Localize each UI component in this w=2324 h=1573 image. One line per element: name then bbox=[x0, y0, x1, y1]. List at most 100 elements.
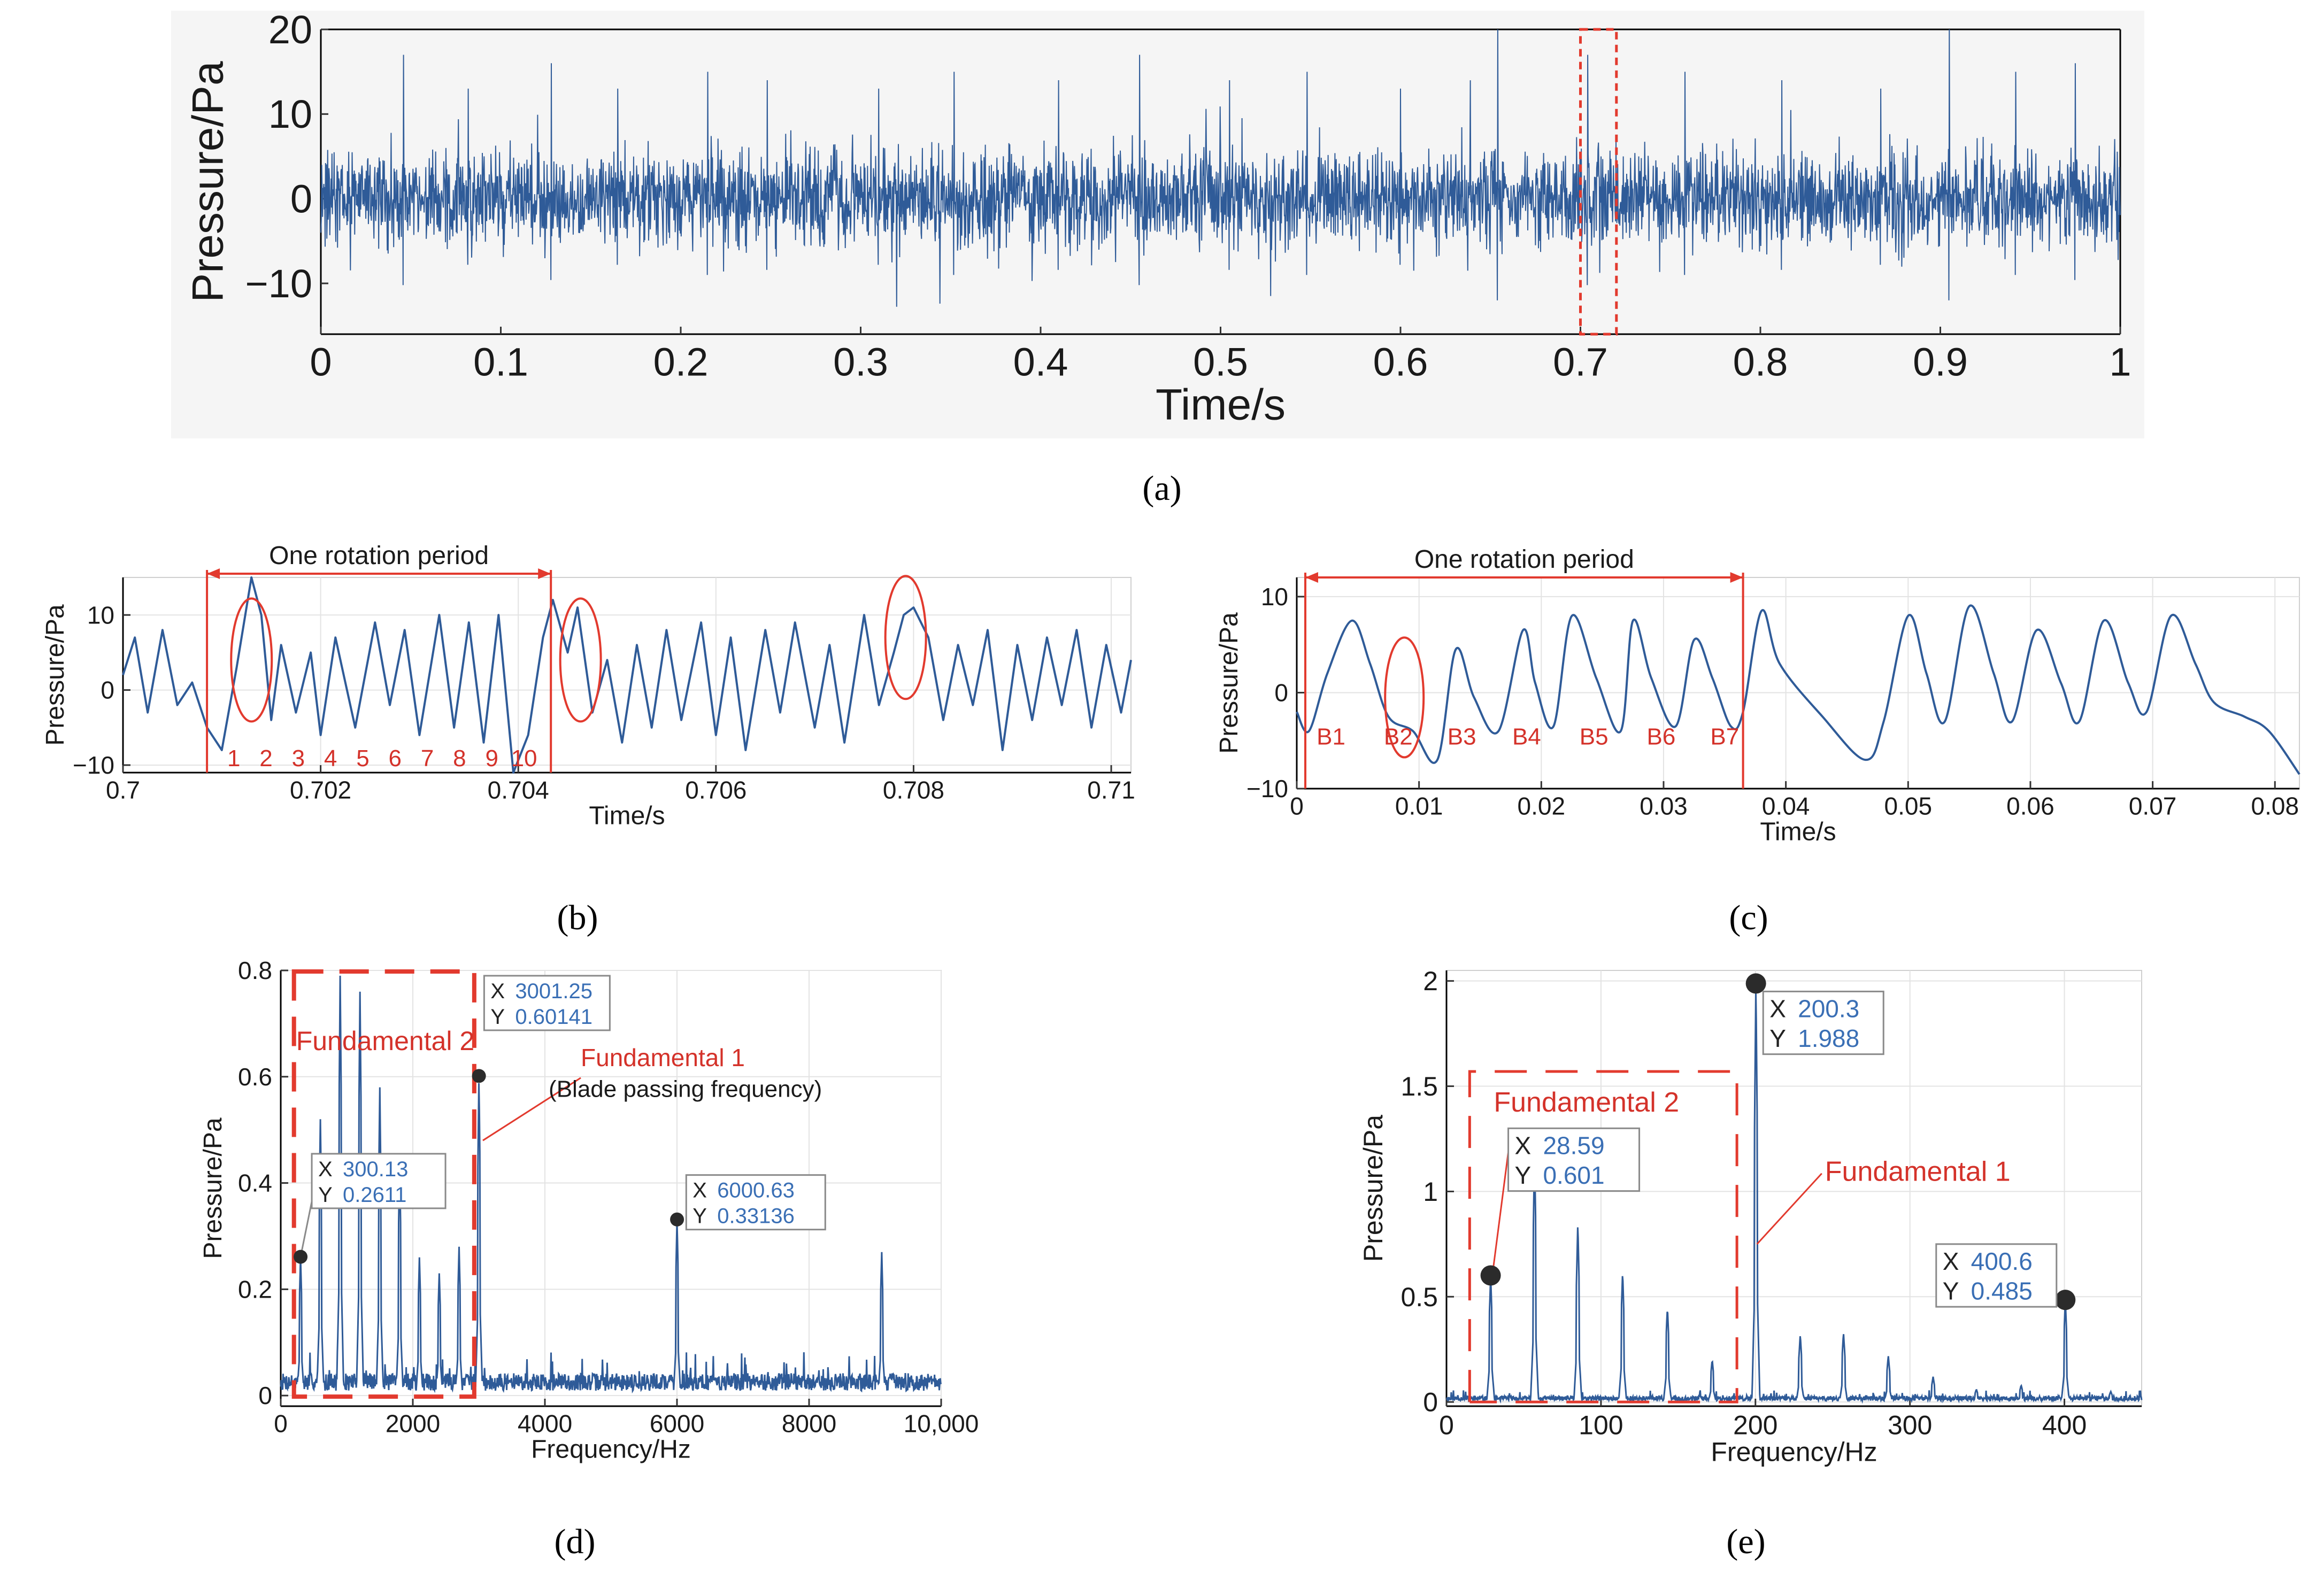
datatip-box-d bbox=[483, 975, 611, 1031]
datatip-box-d bbox=[311, 1153, 447, 1209]
datatip-box-e bbox=[1762, 990, 1884, 1055]
spectrum-line-e bbox=[1445, 991, 2143, 1404]
datatip-marker-d bbox=[294, 1250, 308, 1264]
peak-ellipse-b bbox=[559, 597, 602, 723]
datatip-marker-d bbox=[472, 1069, 486, 1083]
x-tick-label-d: 0 bbox=[274, 1409, 288, 1437]
x-tick-label-e: 200 bbox=[1733, 1410, 1777, 1440]
x-tick-label-c: 0 bbox=[1290, 792, 1304, 820]
fundamental-2-box-d bbox=[291, 969, 476, 1399]
datatip-box-e bbox=[1507, 1127, 1641, 1192]
blade-label-c: B4 bbox=[1512, 723, 1541, 750]
x-tick-label-e: 0 bbox=[1439, 1410, 1454, 1440]
y-tick-label-a: 0 bbox=[290, 177, 312, 221]
blade-number-label-b: 10 bbox=[511, 745, 537, 772]
x-tick-label-b: 0.702 bbox=[290, 776, 351, 804]
blade-number-label-b: 6 bbox=[389, 745, 402, 772]
x-tick-label-a: 0 bbox=[310, 340, 332, 384]
rotation-period-label-b: One rotation period bbox=[269, 542, 489, 570]
datatip-marker-e bbox=[2055, 1290, 2076, 1310]
blade-number-label-b: 8 bbox=[453, 745, 466, 772]
datatip-y-value-d: 0.33136 bbox=[717, 1205, 795, 1228]
x-tick-label-b: 0.704 bbox=[488, 776, 549, 804]
x-tick-label-b: 0.7 bbox=[106, 776, 140, 804]
blade-label-c: B2 bbox=[1384, 723, 1413, 750]
y-tick-label-d: 0 bbox=[258, 1382, 272, 1409]
blade-number-label-b: 1 bbox=[227, 745, 240, 772]
y-tick-label-a: 10 bbox=[268, 92, 312, 136]
y-tick-label-e: 2 bbox=[1423, 966, 1438, 996]
datatip-y-value-d: 0.2611 bbox=[343, 1183, 406, 1207]
x-tick-label-b: 0.71 bbox=[1087, 776, 1135, 804]
datatip-marker-e bbox=[1480, 1265, 1501, 1286]
x-tick-label-d: 6000 bbox=[650, 1409, 704, 1437]
fundamental-1-label-d: Fundamental 1 bbox=[581, 1044, 745, 1071]
blade-label-c: B6 bbox=[1646, 723, 1675, 750]
x-tick-label-a: 0.1 bbox=[473, 340, 528, 384]
datatip-marker-d bbox=[670, 1212, 684, 1227]
fundamental-2-label-e: Fundamental 2 bbox=[1494, 1087, 1679, 1118]
x-tick-label-a: 0.8 bbox=[1733, 340, 1788, 384]
blade-label-c: B1 bbox=[1317, 723, 1345, 750]
x-tick-label-d: 10,000 bbox=[904, 1409, 979, 1437]
chart-d: 0 2000 4000 6000 8000 10,000 0 0.2 0.4 0.6 0.8 Freq… bbox=[199, 957, 979, 1463]
x-axis-label-b: Time/s bbox=[589, 801, 665, 830]
y-axis-label-a: Pressure/Pa bbox=[183, 61, 232, 303]
y-tick-label-c: 0 bbox=[1274, 679, 1288, 707]
datatip-y-value-e: 0.485 bbox=[1971, 1277, 2033, 1305]
datatip-x-key-e: X bbox=[1943, 1247, 1959, 1275]
datatip-y-value-e: 1.988 bbox=[1798, 1024, 1859, 1052]
x-tick-label-c: 0.02 bbox=[1518, 792, 1566, 820]
blade-number-label-b: 7 bbox=[421, 745, 434, 772]
blade-number-label-b: 2 bbox=[259, 745, 272, 772]
y-tick-label-e: 1.5 bbox=[1400, 1071, 1438, 1101]
x-tick-label-c: 0.01 bbox=[1395, 792, 1443, 820]
x-tick-label-a: 0.5 bbox=[1193, 340, 1248, 384]
peak-ellipse-c bbox=[1384, 636, 1425, 759]
datatip-marker-e bbox=[1745, 973, 1766, 994]
y-tick-label-c: −10 bbox=[1246, 775, 1288, 803]
y-tick-label-d: 0.4 bbox=[238, 1169, 272, 1197]
y-tick-label-b: 10 bbox=[87, 601, 114, 629]
x-tick-label-a: 0.6 bbox=[1373, 340, 1428, 384]
spectrum-line-d bbox=[280, 975, 942, 1394]
y-tick-label-e: 0 bbox=[1423, 1387, 1438, 1417]
x-axis-label-d: Frequency/Hz bbox=[531, 1435, 691, 1463]
y-tick-label-e: 1 bbox=[1423, 1177, 1438, 1207]
chart-a: 0 0.1 0.2 0.3 0.4 0.5 0.6 0.7 0.8 0.9 1 −10 0 10 20 Tim… bbox=[183, 7, 2131, 429]
y-tick-label-b: 0 bbox=[101, 676, 114, 704]
y-tick-label-d: 0.8 bbox=[238, 957, 272, 984]
x-axis-label-c: Time/s bbox=[1760, 818, 1836, 846]
x-tick-label-e: 400 bbox=[2042, 1410, 2087, 1440]
x-tick-label-a: 0.2 bbox=[653, 340, 709, 384]
x-tick-label-e: 100 bbox=[1579, 1410, 1623, 1440]
datatip-y-key-d: Y bbox=[692, 1205, 707, 1228]
x-tick-label-a: 0.7 bbox=[1553, 340, 1608, 384]
fundamental-1-leader-d bbox=[482, 1077, 581, 1142]
y-tick-label-a: 20 bbox=[268, 7, 312, 52]
x-tick-label-c: 0.07 bbox=[2129, 792, 2177, 820]
plot-area-b bbox=[122, 577, 1132, 773]
datatip-y-key-d: Y bbox=[318, 1183, 333, 1207]
panel-label-c: (c) bbox=[1729, 898, 1768, 937]
datatip-x-key-d: X bbox=[692, 1179, 707, 1202]
datatip-x-value-e: 400.6 bbox=[1971, 1247, 2033, 1275]
x-tick-label-e: 300 bbox=[1888, 1410, 1932, 1440]
x-tick-label-a: 0.4 bbox=[1013, 340, 1068, 384]
x-axis-label-a: Time/s bbox=[1156, 381, 1286, 429]
x-tick-label-a: 1 bbox=[2109, 340, 2131, 384]
datatip-y-key-e: Y bbox=[1769, 1024, 1786, 1052]
blade-number-label-b: 4 bbox=[324, 745, 337, 772]
datatip-y-value-d: 0.60141 bbox=[515, 1005, 592, 1029]
datatip-x-value-d: 300.13 bbox=[343, 1158, 408, 1181]
y-tick-label-d: 0.2 bbox=[238, 1275, 272, 1303]
blade-label-c: B3 bbox=[1448, 723, 1476, 750]
x-tick-label-b: 0.706 bbox=[685, 776, 747, 804]
fundamental-2-label-d: Fundamental 2 bbox=[296, 1026, 475, 1056]
x-tick-label-a: 0.3 bbox=[833, 340, 888, 384]
fundamental-1-leader-e bbox=[1756, 1173, 1822, 1245]
blade-number-label-b: 9 bbox=[485, 745, 498, 772]
datatip-x-key-e: X bbox=[1769, 995, 1786, 1023]
zoom-region-box-a bbox=[1579, 28, 1618, 336]
datatip-x-value-e: 200.3 bbox=[1798, 995, 1859, 1023]
